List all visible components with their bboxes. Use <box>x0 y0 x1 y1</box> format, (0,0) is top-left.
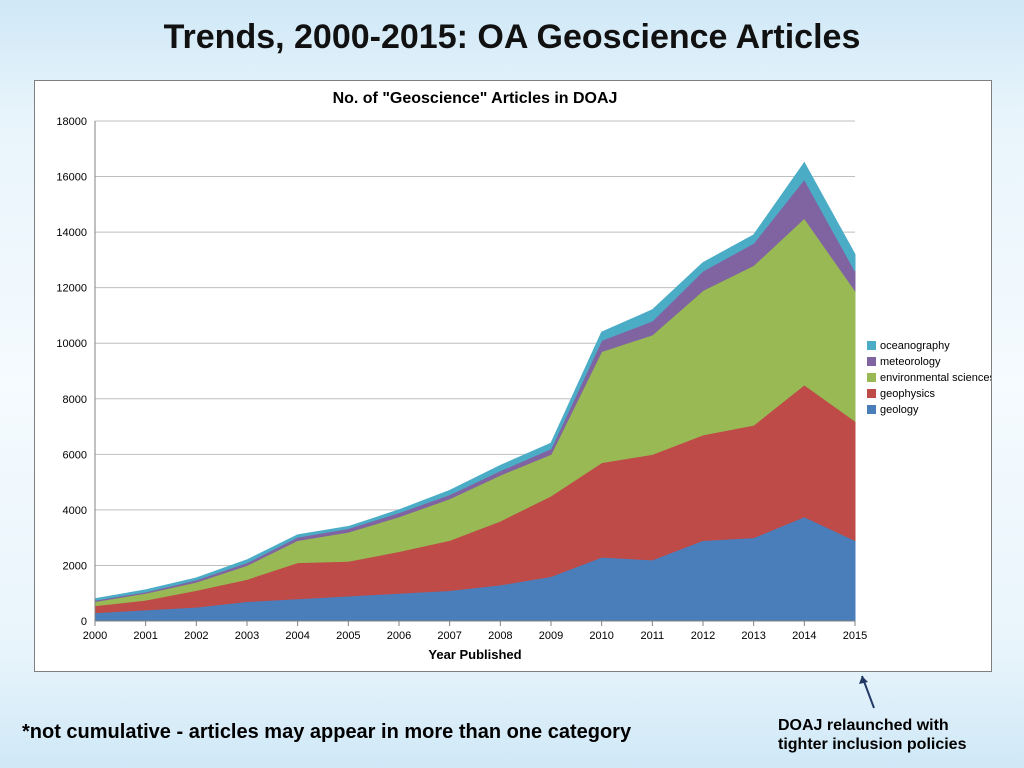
svg-text:environmental sciences: environmental sciences <box>880 372 991 384</box>
svg-text:meteorology: meteorology <box>880 356 941 368</box>
svg-text:2001: 2001 <box>133 630 157 642</box>
svg-text:2014: 2014 <box>792 630 816 642</box>
svg-text:2010: 2010 <box>589 630 613 642</box>
svg-text:2008: 2008 <box>488 630 512 642</box>
svg-text:Year Published: Year Published <box>428 647 521 662</box>
page-title: Trends, 2000-2015: OA Geoscience Article… <box>0 18 1024 57</box>
svg-text:2007: 2007 <box>437 630 461 642</box>
slide: Trends, 2000-2015: OA Geoscience Article… <box>0 0 1024 768</box>
svg-text:18000: 18000 <box>56 116 87 128</box>
annotation-text: DOAJ relaunched with tighter inclusion p… <box>778 716 998 754</box>
svg-text:oceanography: oceanography <box>880 340 950 352</box>
svg-text:10000: 10000 <box>56 338 87 350</box>
chart-container: No. of "Geoscience" Articles in DOAJ 0 200… <box>34 80 992 672</box>
svg-text:geophysics: geophysics <box>880 388 936 400</box>
svg-text:2000: 2000 <box>63 560 87 572</box>
svg-text:14000: 14000 <box>56 227 87 239</box>
svg-text:2011: 2011 <box>641 630 665 642</box>
svg-text:2006: 2006 <box>387 630 411 642</box>
svg-text:2002: 2002 <box>184 630 208 642</box>
svg-text:0: 0 <box>81 616 87 628</box>
svg-text:12000: 12000 <box>56 283 87 295</box>
svg-text:geology: geology <box>880 404 919 416</box>
svg-text:2004: 2004 <box>285 630 309 642</box>
svg-text:2012: 2012 <box>691 630 715 642</box>
svg-text:2009: 2009 <box>539 630 563 642</box>
svg-text:8000: 8000 <box>63 394 87 406</box>
svg-text:2005: 2005 <box>336 630 360 642</box>
footnote-text: *not cumulative - articles may appear in… <box>22 721 631 744</box>
svg-text:2003: 2003 <box>235 630 259 642</box>
svg-text:2015: 2015 <box>843 630 867 642</box>
svg-text:4000: 4000 <box>63 505 87 517</box>
svg-text:2013: 2013 <box>741 630 765 642</box>
svg-text:No. of "Geoscience" Articles i: No. of "Geoscience" Articles in DOAJ <box>333 90 618 107</box>
stacked-area-chart: No. of "Geoscience" Articles in DOAJ 0 200… <box>35 81 991 671</box>
svg-text:2000: 2000 <box>83 630 107 642</box>
annotation-arrow-icon <box>854 670 884 710</box>
svg-text:16000: 16000 <box>56 172 87 184</box>
svg-text:6000: 6000 <box>63 449 87 461</box>
